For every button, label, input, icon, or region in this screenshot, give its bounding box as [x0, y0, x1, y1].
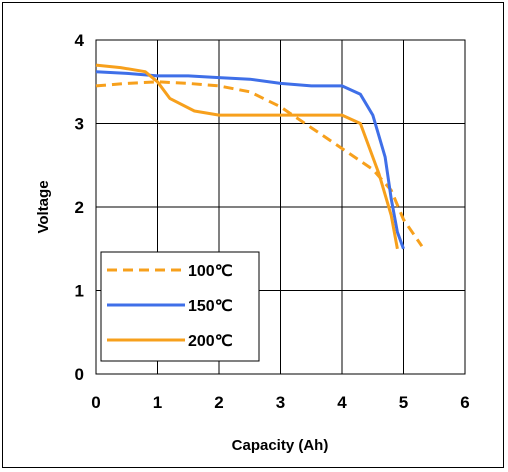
legend-label: 100℃: [188, 263, 233, 280]
x-axis-label: Capacity (Ah): [232, 437, 329, 454]
y-tick-label: 2: [75, 198, 84, 217]
x-tick-label: 3: [276, 393, 285, 412]
y-tick-label: 1: [75, 282, 84, 301]
series-line: [95, 80, 424, 248]
legend-label: 200℃: [188, 333, 233, 350]
y-tick-label: 0: [75, 365, 84, 384]
x-tick-label: 0: [91, 393, 100, 412]
y-axis-label: Voltage: [35, 180, 52, 233]
x-tick-label: 6: [460, 393, 469, 412]
series-line: [95, 63, 399, 250]
x-tick-label: 5: [399, 393, 408, 412]
y-tick-labels: 0 1 2 3 4: [75, 31, 85, 384]
series-lines: [95, 63, 424, 250]
x-tick-label: 1: [153, 393, 162, 412]
y-tick-label: 4: [75, 31, 85, 50]
x-tick-label: 4: [337, 393, 347, 412]
y-tick-label: 3: [75, 115, 84, 134]
legend-label: 150℃: [188, 298, 233, 315]
x-tick-labels: 0 1 2 3 4 5 6: [91, 393, 469, 412]
series-line: [95, 70, 405, 250]
legend: 100℃ 150℃ 200℃: [100, 251, 260, 362]
plot-area-border: [95, 39, 466, 375]
x-tick-label: 2: [214, 393, 223, 412]
